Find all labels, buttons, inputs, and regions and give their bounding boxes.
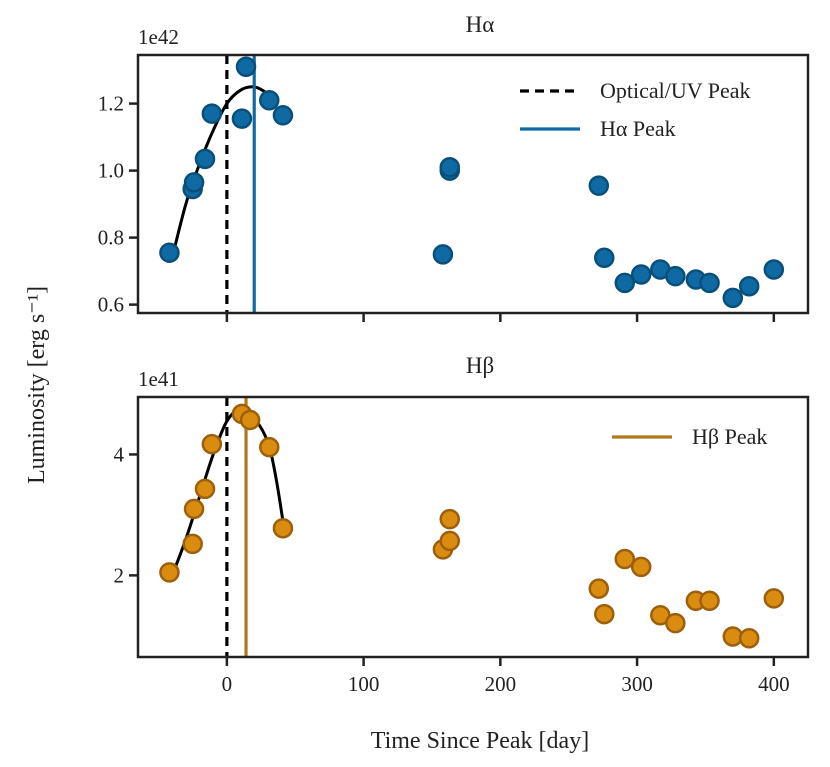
data-point [614,548,636,570]
data-point [259,436,280,458]
x-axis-label: Time Since Peak [day] [371,728,589,754]
data-point [439,508,461,530]
y-tick-label: 4 [114,442,125,466]
panel-title-halpha: Hα [466,12,495,37]
data-point [630,264,652,285]
data-point [763,588,785,609]
data-point [159,242,180,263]
legend-label: Optical/UV Peak [600,78,751,103]
data-point [614,272,636,294]
x-tick-label: 200 [485,672,517,696]
data-point [738,275,760,297]
data-point [194,478,216,500]
data-point [588,578,610,599]
data-point [594,603,615,625]
y-tick-label: 1.2 [98,92,124,116]
data-point [231,108,253,129]
data-point [201,433,223,455]
data-point [738,628,760,649]
data-point [432,244,454,265]
hbeta-panel: 2 4 0 100 200 300 400 Hβ Peak [114,395,810,696]
axes-frame [136,395,810,659]
y-axis-label: Luminosity [erg s⁻¹] [24,286,50,484]
halpha-panel: 0.6 0.8 1.0 1.2 Optical/UV Peak Hα Peak [98,53,810,322]
data-point [630,556,652,578]
data-point [259,89,280,111]
y-tick-label: 2 [114,563,125,587]
data-point [439,156,461,178]
axes-frame [136,53,810,315]
data-point [182,533,203,555]
data-point [235,56,257,77]
x-tick-label: 400 [758,672,790,696]
y-tick-label: 0.6 [98,293,124,317]
data-point [183,498,205,520]
data-point [194,148,216,170]
legend-label: Hα Peak [600,116,676,141]
x-tick-label: 300 [621,672,653,696]
data-point [665,612,686,634]
plot-area [170,397,286,657]
data-point [183,172,205,193]
data-point [272,105,294,126]
data-point [594,247,615,268]
offset-text-hbeta: 1e41 [138,367,179,391]
y-tick-label: 0.8 [98,226,124,250]
data-point [699,590,720,612]
data-point [763,259,785,280]
data-point [439,530,461,552]
data-point [722,287,744,309]
data-point [159,562,180,583]
panel-title-hbeta: Hβ [466,353,494,378]
data-point [588,175,610,196]
data-point [722,626,744,647]
legend-label: Hβ Peak [692,424,767,449]
data-point [201,103,223,124]
data-point [699,272,720,294]
data-point [272,517,294,539]
y-tick-label: 1.0 [98,159,124,183]
data-point [665,265,686,287]
x-tick-label: 0 [222,672,233,696]
x-tick-label: 100 [348,672,380,696]
offset-text-halpha: 1e42 [138,25,179,49]
data-point [239,409,261,431]
